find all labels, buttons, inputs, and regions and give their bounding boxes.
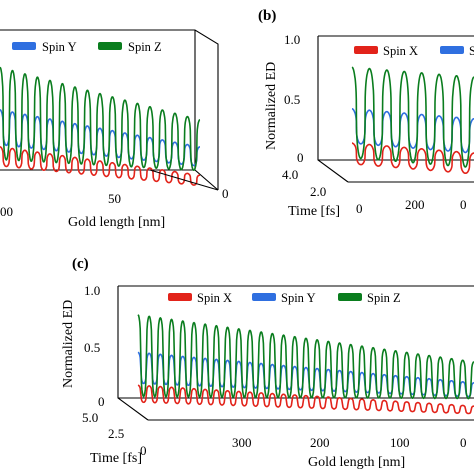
panel-b-time-label: Time [fs] <box>288 204 340 219</box>
panel-c-xtick-0: 300 <box>232 435 252 450</box>
panel-c-ttick-1: 2.5 <box>108 426 124 441</box>
legend-swatch-spin-z-c <box>338 293 362 301</box>
legend-swatch-spin-y-b <box>440 46 464 54</box>
panel-a: Spin Y Spin Z 00 50 0 Gold length [nm] <box>0 29 229 230</box>
legend-swatch-spin-y <box>12 42 36 50</box>
panel-c-ytick-0: 1.0 <box>84 283 100 298</box>
panel-c-plot <box>137 314 474 415</box>
panel-b-xtick-0: 200 <box>405 197 425 212</box>
series-line-spin-z <box>137 314 474 400</box>
panel-c-ytick-1: 0.5 <box>84 340 100 355</box>
panel-c-ytick-2: 0 <box>98 394 105 409</box>
panel-b-ylabel: Normalized ED <box>264 62 279 150</box>
legend-swatch-spin-x-c <box>168 293 192 301</box>
panel-c-xtick-3: 0 <box>460 435 467 450</box>
panel-b-xtick-1: 0 <box>460 197 467 212</box>
legend-label-spin-y-c: Spin Y <box>281 291 316 305</box>
panel-b-plot <box>351 66 474 174</box>
panel-b-ttick-2: 0 <box>356 201 363 216</box>
panel-c-ttick-0: 5.0 <box>82 410 98 425</box>
panel-c-ttick-2: 0 <box>140 443 147 458</box>
series-line-spin-x <box>0 146 201 186</box>
panel-b-ytick-2: 0 <box>297 150 304 165</box>
panel-c-ylabel: Normalized ED <box>61 300 76 388</box>
panel-a-xlabel: Gold length [nm] <box>68 215 165 230</box>
series-line-spin-y <box>351 108 474 154</box>
panel-a-xtick-1: 50 <box>108 191 121 206</box>
legend-label-spin-x-b: Spin X <box>383 44 418 58</box>
legend-label-spin-x-c: Spin X <box>197 291 232 305</box>
panel-b-legend: Spin X S <box>354 44 474 58</box>
panel-c-label: (c) <box>72 256 89 272</box>
panel-a-floor-line <box>149 169 219 191</box>
panel-b: (b) Spin X S 1.0 0.5 0 Normalized ED 4.0… <box>258 8 474 219</box>
panel-a-legend: Spin Y Spin Z <box>12 40 162 54</box>
panel-b-ytick-1: 0.5 <box>284 92 300 107</box>
panel-c-xtick-2: 100 <box>390 435 410 450</box>
legend-label-spin-y: Spin Y <box>42 40 77 54</box>
series-line-spin-z <box>351 66 474 168</box>
series-line-spin-y <box>137 351 474 398</box>
legend-swatch-spin-x-b <box>354 46 378 54</box>
panel-c-xlabel: Gold length [nm] <box>308 455 405 470</box>
panel-c-time-label: Time [fs] <box>90 451 142 466</box>
panel-c-xtick-1: 200 <box>310 435 330 450</box>
series-line-spin-x <box>137 384 474 415</box>
legend-label-spin-z-c: Spin Z <box>367 291 401 305</box>
legend-swatch-spin-z <box>98 42 122 50</box>
panel-c: (c) Spin X Spin Y Spin Z 1.0 0.5 0 Norma… <box>61 256 474 470</box>
panel-b-ttick-1: 2.0 <box>310 184 326 199</box>
legend-swatch-spin-y-c <box>252 293 276 301</box>
panel-b-ttick-0: 4.0 <box>282 167 298 182</box>
panel-b-label: (b) <box>258 8 276 24</box>
panel-a-plot <box>0 66 201 186</box>
panel-c-frame <box>117 285 474 421</box>
panel-c-legend: Spin X Spin Y Spin Z <box>168 291 401 305</box>
series-line-spin-z <box>0 66 201 171</box>
legend-label-spin-z: Spin Z <box>128 40 162 54</box>
panel-b-ytick-0: 1.0 <box>284 32 300 47</box>
panel-b-frame <box>317 35 474 183</box>
legend-label-spin-y-b: S <box>469 44 474 58</box>
panel-a-xtick-2: 0 <box>222 186 229 201</box>
panel-a-xtick-0: 00 <box>0 204 13 219</box>
series-line-spin-x <box>351 142 474 174</box>
